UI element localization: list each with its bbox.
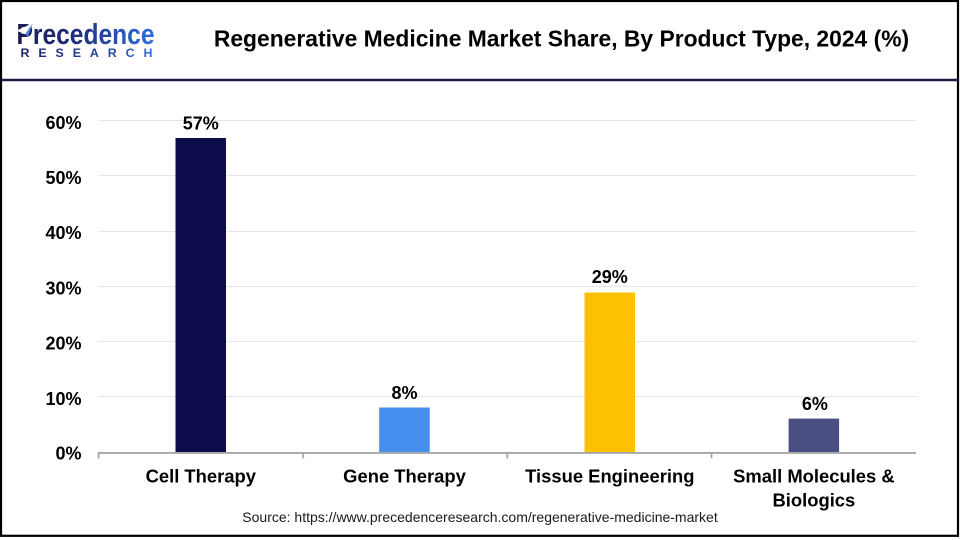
svg-text:Cell Therapy: Cell Therapy xyxy=(146,466,257,487)
svg-text:10%: 10% xyxy=(45,389,81,409)
svg-text:Source: https://www.precedence: Source: https://www.precedenceresearch.c… xyxy=(242,509,718,525)
svg-text:20%: 20% xyxy=(45,334,81,354)
svg-text:Biologics: Biologics xyxy=(773,490,856,511)
svg-text:30%: 30% xyxy=(45,278,81,298)
svg-text:57%: 57% xyxy=(183,114,219,134)
svg-text:Regenerative Medicine Market S: Regenerative Medicine Market Share, By P… xyxy=(214,26,909,52)
svg-text:40%: 40% xyxy=(45,223,81,243)
svg-text:Gene Therapy: Gene Therapy xyxy=(343,466,466,487)
svg-text:60%: 60% xyxy=(45,113,81,133)
svg-text:29%: 29% xyxy=(592,267,628,287)
svg-text:RESEARCH: RESEARCH xyxy=(21,46,159,60)
svg-text:Small Molecules &: Small Molecules & xyxy=(733,466,894,487)
svg-text:0%: 0% xyxy=(55,444,81,464)
svg-text:8%: 8% xyxy=(391,383,417,403)
svg-text:Tissue Engineering: Tissue Engineering xyxy=(525,466,694,487)
svg-text:50%: 50% xyxy=(45,168,81,188)
svg-text:Precedence: Precedence xyxy=(17,19,155,51)
svg-text:6%: 6% xyxy=(802,394,828,414)
